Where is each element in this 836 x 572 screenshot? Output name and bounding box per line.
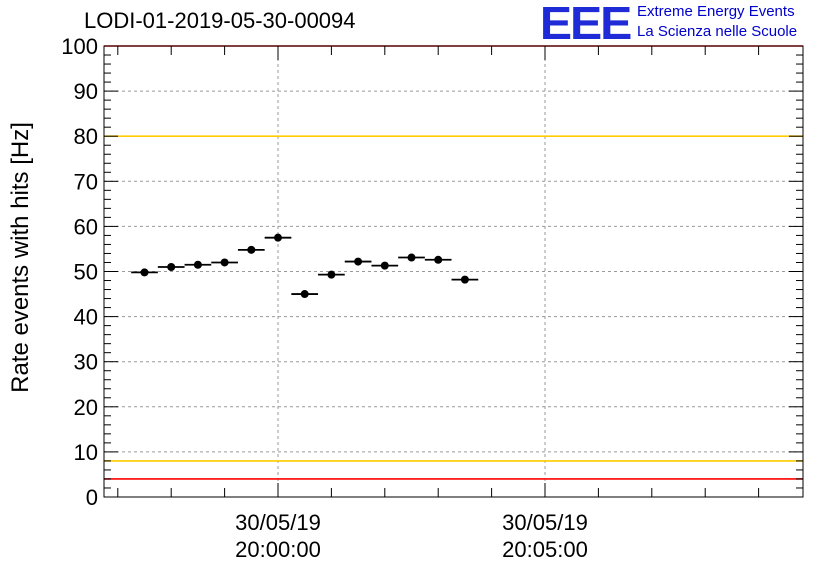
logo-subtitle-2: La Scienza nelle Scuole: [637, 23, 798, 40]
data-points: [131, 233, 479, 299]
x-tick-date: 30/05/19: [502, 510, 588, 535]
data-point: [407, 253, 416, 262]
data-point: [300, 290, 309, 299]
eee-logo: EEE: [539, 0, 632, 49]
plot-frame: [103, 45, 804, 498]
grid-lines: [104, 46, 803, 497]
y-tick-label: 80: [74, 124, 98, 149]
chart-title: LODI-01-2019-05-30-00094: [84, 8, 356, 33]
data-point: [193, 260, 202, 269]
y-tick-label: 20: [74, 395, 98, 420]
y-tick-label: 30: [74, 350, 98, 375]
y-tick-label: 60: [74, 214, 98, 239]
data-point: [380, 261, 389, 270]
y-tick-labels: 0 10 20 30 40 50 60 70 80 90 100: [61, 34, 98, 510]
data-point: [460, 275, 469, 284]
data-point: [274, 233, 282, 242]
reference-lines: [104, 45, 803, 480]
data-point: [434, 255, 443, 264]
y-tick-label: 40: [74, 305, 98, 330]
x-tick-time: 20:00:00: [235, 537, 321, 562]
data-point: [327, 270, 336, 279]
data-point: [220, 258, 229, 267]
data-point: [247, 245, 256, 254]
y-tick-label: 10: [74, 440, 98, 465]
x-tick-date: 30/05/19: [235, 510, 321, 535]
data-point: [354, 257, 363, 266]
y-tick-label: 90: [74, 79, 98, 104]
x-tick-time: 20:05:00: [502, 537, 588, 562]
y-tick-label: 100: [61, 34, 98, 59]
y-tick-label: 70: [74, 169, 98, 194]
y-axis-label: Rate events with hits [Hz]: [7, 122, 34, 393]
data-point: [167, 262, 176, 271]
data-point: [140, 268, 149, 277]
logo-subtitle-1: Extreme Energy Events: [637, 3, 795, 20]
y-tick-label: 50: [74, 260, 98, 285]
y-tick-label: 0: [86, 485, 98, 510]
